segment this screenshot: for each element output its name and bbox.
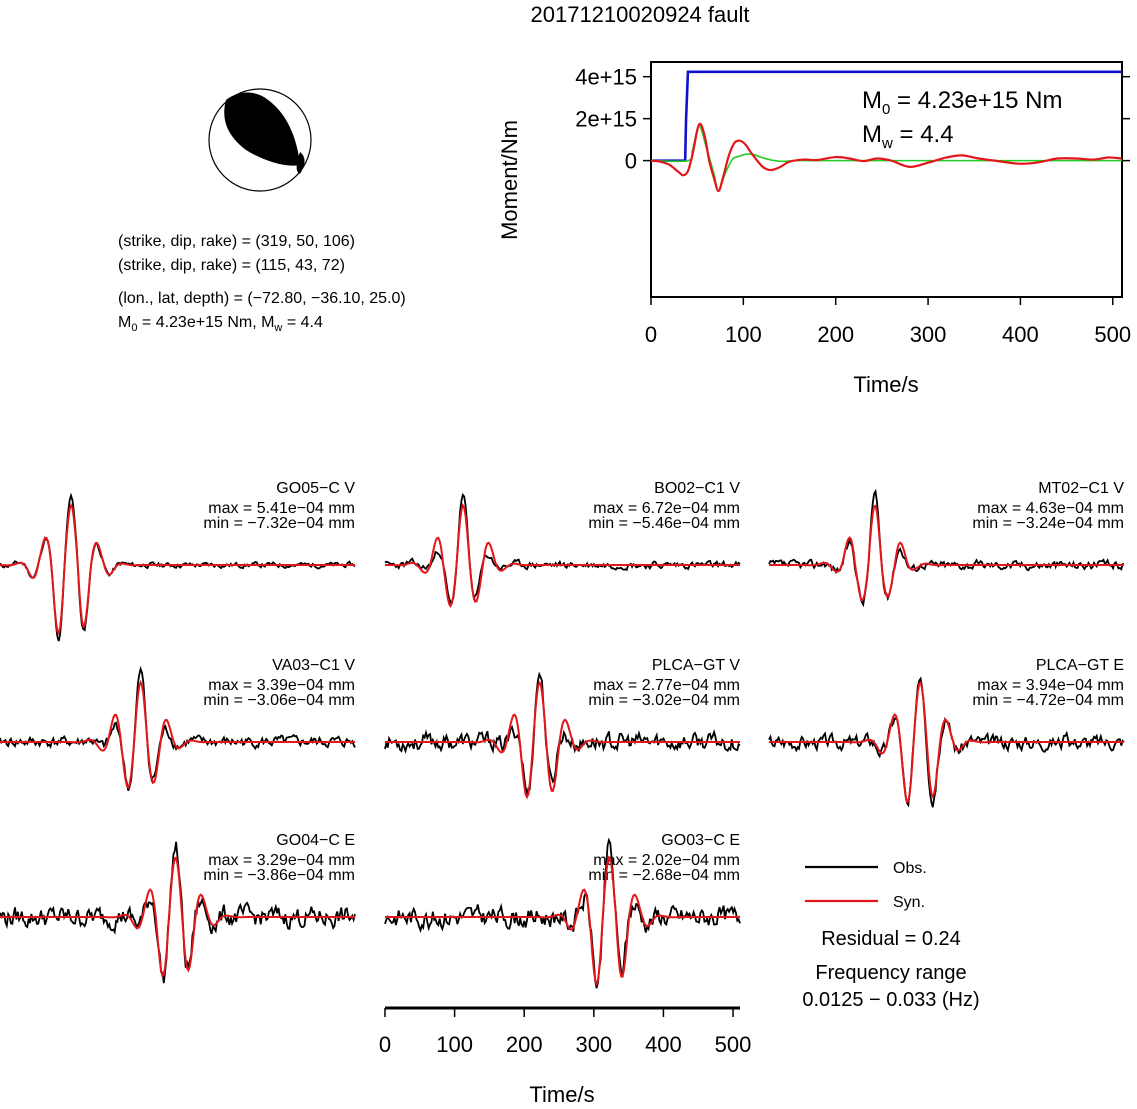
waveform-min-label: min = −3.86e−04 mm	[203, 867, 355, 884]
moment-x-tick-label: 500	[1094, 322, 1131, 347]
waveform-x-axis-label: Time/s	[529, 1082, 594, 1104]
residual-value: Residual = 0.24	[821, 928, 961, 950]
waveform-min-label: min = −7.32e−04 mm	[203, 515, 355, 532]
waveform-min-label: min = −5.46e−04 mm	[588, 515, 740, 532]
waveform-max-label: max = 5.41e−04 mm	[208, 500, 355, 517]
moment-series-group	[650, 70, 1123, 193]
hypocenter-location: (lon., lat, depth) = (−72.80, −36.10, 25…	[118, 290, 406, 307]
waveform-synthetic-trace	[385, 855, 740, 987]
waveform-x-tick-label: 200	[506, 1032, 543, 1057]
waveform-max-label: max = 2.02e−04 mm	[593, 852, 740, 869]
waveform-max-label: max = 3.29e−04 mm	[208, 852, 355, 869]
moment-x-axis-label: Time/s	[853, 372, 918, 397]
waveform-station-label: BO02−C1 V	[654, 480, 740, 497]
moment-x-tick-label: 400	[1002, 322, 1039, 347]
waveform-x-axis: 0 100 200 300 400 500	[379, 1006, 752, 1057]
moment-series-synthetic	[650, 122, 1123, 193]
waveform-station-label: PLCA−GT E	[1036, 657, 1124, 674]
moment-plot-frame	[650, 61, 1123, 298]
moment-y-tick-label: 0	[625, 149, 637, 174]
moment-y-axis: 0 2e+15 4e+15	[575, 65, 1130, 174]
waveform-min-label: min = −3.06e−04 mm	[203, 692, 355, 709]
moment-y-axis-label: Moment/Nm	[497, 120, 522, 240]
waveform-station-label: VA03−C1 V	[272, 657, 355, 674]
waveform-max-label: max = 6.72e−04 mm	[593, 500, 740, 517]
focal-mechanism-beachball-icon	[208, 88, 312, 192]
moment-x-tick-label: 100	[725, 322, 762, 347]
waveform-min-label: min = −3.02e−04 mm	[588, 692, 740, 709]
waveform-station-label: GO03−C E	[661, 832, 740, 849]
waveform-min-label: min = −4.72e−04 mm	[972, 692, 1124, 709]
frequency-range-label: Frequency range	[815, 962, 966, 984]
moment-m0-annotation: M0 = 4.23e+15 Nm	[862, 87, 1062, 118]
moment-magnitude-summary: M0 = 4.23e+15 Nm, Mw = 4.4	[118, 314, 323, 334]
waveform-max-label: max = 3.39e−04 mm	[208, 677, 355, 694]
waveform-station-label: GO04−C E	[276, 832, 355, 849]
moment-y-tick-label: 4e+15	[575, 65, 637, 90]
moment-x-tick-label: 200	[817, 322, 854, 347]
nodal-plane-1: (strike, dip, rake) = (319, 50, 106)	[118, 233, 355, 250]
waveform-observed-trace	[384, 671, 741, 795]
waveform-x-tick-label: 400	[645, 1032, 682, 1057]
waveform-synthetic-trace	[0, 502, 355, 636]
waveform-x-tick-label: 100	[436, 1032, 473, 1057]
moment-x-tick-label: 0	[645, 322, 657, 347]
waveform-synthetic-trace	[385, 680, 740, 800]
waveform-synthetic-trace	[769, 504, 1124, 602]
moment-mw-annotation: Mw = 4.4	[862, 121, 954, 152]
waveform-x-tick-label: 0	[379, 1032, 391, 1057]
moment-x-tick-label: 300	[910, 322, 947, 347]
waveform-observed-trace	[384, 837, 741, 989]
waveform-min-label: min = −2.68e−04 mm	[588, 867, 740, 884]
legend-synthetic-label: Syn.	[893, 894, 925, 911]
waveform-synthetic-trace	[0, 679, 355, 790]
waveform-max-label: max = 3.94e−04 mm	[977, 677, 1124, 694]
waveform-synthetic-trace	[0, 856, 355, 978]
waveform-station-label: PLCA−GT V	[652, 657, 741, 674]
figure-title: 20171210020924 fault	[531, 2, 750, 27]
moment-rate-panel: 0 2e+15 4e+15 0 100 200 300 400 500 Moment/Nm T…	[497, 61, 1131, 397]
nodal-plane-2: (strike, dip, rake) = (115, 43, 72)	[118, 257, 345, 274]
moment-y-tick-label: 2e+15	[575, 107, 637, 132]
legend: Obs. Syn.	[805, 860, 927, 911]
waveform-synthetic-trace	[769, 680, 1124, 804]
waveform-x-tick-label: 300	[575, 1032, 612, 1057]
waveform-max-label: max = 4.63e−04 mm	[977, 500, 1124, 517]
waveform-max-label: max = 2.77e−04 mm	[593, 677, 740, 694]
waveform-station-label: GO05−C V	[276, 480, 355, 497]
moment-x-axis: 0 100 200 300 400 500	[645, 297, 1131, 347]
frequency-range-value: 0.0125 − 0.033 (Hz)	[802, 989, 979, 1011]
waveform-synthetic-trace	[385, 503, 740, 608]
waveform-station-label: MT02−C1 V	[1038, 480, 1124, 497]
waveform-min-label: min = −3.24e−04 mm	[972, 515, 1124, 532]
legend-observed-label: Obs.	[893, 860, 927, 877]
waveform-x-tick-label: 500	[715, 1032, 752, 1057]
